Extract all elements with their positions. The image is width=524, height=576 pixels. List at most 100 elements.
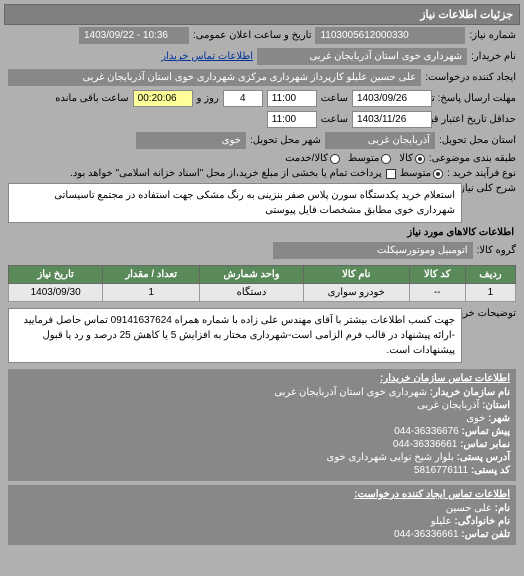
contact-row: کد پستی: 5816776111 — [14, 464, 510, 477]
row-deadline: مهلت ارسال پاسخ: تا تاریخ: 1403/09/26 سا… — [4, 88, 520, 109]
row-delivery-location: استان محل تحویل: آذربایجان غربی شهر محل … — [4, 130, 520, 151]
items-section-title: اطلاعات کالاهای مورد نیاز — [4, 225, 520, 240]
creator-name-value: علی حسین — [446, 503, 492, 514]
radio-ministry[interactable]: متوسط — [400, 168, 443, 179]
row-buyer-notes: توضیحات خریدار: جهت کسب اطلاعات بیشتر با… — [4, 306, 520, 365]
item-group-value: اتومبیل وموتورسیکلت — [273, 242, 473, 259]
contact-row: نام خانوادگی: علیلو — [14, 515, 510, 528]
creator-value: علی حسین علیلو کارپرداز شهرداری مرکزی شه… — [8, 69, 421, 86]
delivery-province-value: آذربایجان غربی — [325, 132, 435, 149]
creator-family-value: علیلو — [431, 516, 452, 527]
request-number-value: 1103005612000330 — [315, 27, 465, 44]
panel-title: جزئیات اطلاعات نیاز — [4, 4, 520, 25]
contact-row: نام سازمان خریدار: شهرداری خوی استان آذر… — [14, 386, 510, 399]
buyer-contact-title: اطلاعات تماس سازمان خریدار: — [14, 373, 510, 384]
org-name-value: شهرداری خوی استان آذربایجان غربی — [274, 387, 427, 398]
request-number-label: شماره نیاز: — [469, 30, 516, 41]
creator-name-label: نام: — [495, 503, 510, 514]
fax-label: نمابر تماس: — [460, 439, 510, 450]
details-panel: جزئیات اطلاعات نیاز شماره نیاز: 11030056… — [0, 0, 524, 553]
days-label: روز و — [197, 93, 219, 104]
buyer-contact-link[interactable]: اطلاعات تماس خریدار — [161, 51, 253, 62]
announce-datetime-label: تاریخ و ساعت اعلان عمومی: — [193, 30, 312, 41]
td-row: 1 — [465, 284, 515, 302]
purchase-type-label: نوع فرآیند خرید : — [447, 168, 516, 179]
time-label-2: ساعت — [321, 114, 348, 125]
delivery-city-value: خوی — [136, 132, 246, 149]
creator-family-label: نام خانوادگی: — [454, 516, 510, 527]
radio-ministry-label: متوسط — [400, 168, 431, 179]
package-type-label: طبقه بندی موضوعی: — [429, 153, 516, 164]
validity-date-value: 1403/11/26 — [352, 111, 432, 128]
row-package-type: طبقه بندی موضوعی: کالا متوسط کالا/خدمت — [4, 151, 520, 166]
row-general-desc: شرح کلی نیاز: استعلام خرید یکدستگاه سورن… — [4, 181, 520, 225]
buyer-notes-value: جهت کسب اطلاعات بیشتر با آقای مهندس علی … — [8, 308, 462, 363]
td-unit: دستگاه — [200, 284, 304, 302]
th-code: کد کالا — [409, 266, 465, 284]
td-code: -- — [409, 284, 465, 302]
org-name-label: نام سازمان خریدار: — [430, 387, 510, 398]
radio-medium[interactable]: متوسط — [348, 153, 391, 164]
row-creator: ایجاد کننده درخواست: علی حسین علیلو کارپ… — [4, 67, 520, 88]
postal-addr-value: بلوار شیخ نوایی شهرداری خوی — [327, 452, 454, 463]
radio-medium-label: متوسط — [348, 153, 379, 164]
radio-goods[interactable]: کالا — [399, 153, 425, 164]
delivery-city-label: شهر محل تحویل: — [250, 135, 321, 146]
table-row: 1 -- خودرو سواری دستگاه 1 1403/09/30 — [9, 284, 516, 302]
row-validity: حداقل تاریخ اعتبار قیمت: تا تاریخ: 1403/… — [4, 109, 520, 130]
city-label: شهر: — [488, 413, 510, 424]
td-name: خودرو سواری — [303, 284, 409, 302]
announce-datetime-value: 1403/09/22 - 10:36 — [79, 27, 189, 44]
contact-row: پیش تماس: 044-36336676 — [14, 425, 510, 438]
contact-row: نمابر تماس: 044-36336661 — [14, 438, 510, 451]
postal-code-label: کد پستی: — [471, 465, 510, 476]
th-row: ردیف — [465, 266, 515, 284]
validity-label: حداقل تاریخ اعتبار قیمت: تا تاریخ: — [436, 114, 516, 125]
creator-phone-value: 044-36336661 — [394, 529, 459, 540]
deadline-date-value: 1403/09/26 — [352, 90, 432, 107]
time-remaining-value: 00:20:06 — [133, 90, 193, 107]
radio-cash-label: کالا/خدمت — [285, 153, 328, 164]
buyer-name-label: نام خریدار: — [471, 51, 516, 62]
buyer-contact-section: اطلاعات تماس سازمان خریدار: نام سازمان خ… — [8, 369, 516, 481]
th-date: تاریخ نیاز — [9, 266, 103, 284]
phone-label: پیش تماس: — [462, 426, 510, 437]
city-value: خوی — [466, 413, 485, 424]
phone-value: 044-36336676 — [394, 426, 459, 437]
fax-value: 044-36336661 — [393, 439, 458, 450]
delivery-province-label: استان محل تحویل: — [439, 135, 516, 146]
checkbox-treasury[interactable] — [386, 169, 396, 179]
contact-row: تلفن تماس: 044-36336661 — [14, 528, 510, 541]
time-label-1: ساعت — [321, 93, 348, 104]
table-header-row: ردیف کد کالا نام کالا واحد شمارش تعداد /… — [9, 266, 516, 284]
radio-goods-label: کالا — [399, 153, 413, 164]
radio-icon — [433, 169, 443, 179]
package-radio-group: کالا متوسط کالا/خدمت — [285, 153, 425, 164]
creator-label: ایجاد کننده درخواست: — [425, 72, 516, 83]
creator-contact-title: اطلاعات تماس ایجاد کننده درخواست: — [14, 489, 510, 500]
province-label: استان: — [482, 400, 510, 411]
th-name: نام کالا — [303, 266, 409, 284]
purchase-note: پرداخت تمام یا بخشی از مبلغ خرید،از محل … — [70, 168, 382, 179]
td-date: 1403/09/30 — [9, 284, 103, 302]
contact-row: نام: علی حسین — [14, 502, 510, 515]
postal-code-value: 5816776111 — [414, 465, 468, 476]
th-unit: واحد شمارش — [200, 266, 304, 284]
buyer-name-value: شهرداری خوی استان آذربایجان غربی — [257, 48, 467, 65]
radio-icon — [381, 154, 391, 164]
creator-phone-label: تلفن تماس: — [461, 529, 510, 540]
contact-row: شهر: خوی — [14, 412, 510, 425]
general-desc-value: استعلام خرید یکدستگاه سورن پلاس صفر بنزی… — [8, 183, 462, 223]
th-qty: تعداد / مقدار — [103, 266, 200, 284]
items-table: ردیف کد کالا نام کالا واحد شمارش تعداد /… — [8, 265, 516, 302]
td-qty: 1 — [103, 284, 200, 302]
radio-cash[interactable]: کالا/خدمت — [285, 153, 340, 164]
row-buyer-name: نام خریدار: شهرداری خوی استان آذربایجان … — [4, 46, 520, 67]
item-group-label: گروه کالا: — [477, 245, 516, 256]
contact-row: استان: آذربایجان غربی — [14, 399, 510, 412]
days-remaining-value: 4 — [223, 90, 263, 107]
row-purchase-type: نوع فرآیند خرید : متوسط پرداخت تمام یا ب… — [4, 166, 520, 181]
time-remaining-suffix: ساعت باقی مانده — [55, 93, 128, 104]
radio-icon — [415, 154, 425, 164]
radio-icon — [330, 154, 340, 164]
